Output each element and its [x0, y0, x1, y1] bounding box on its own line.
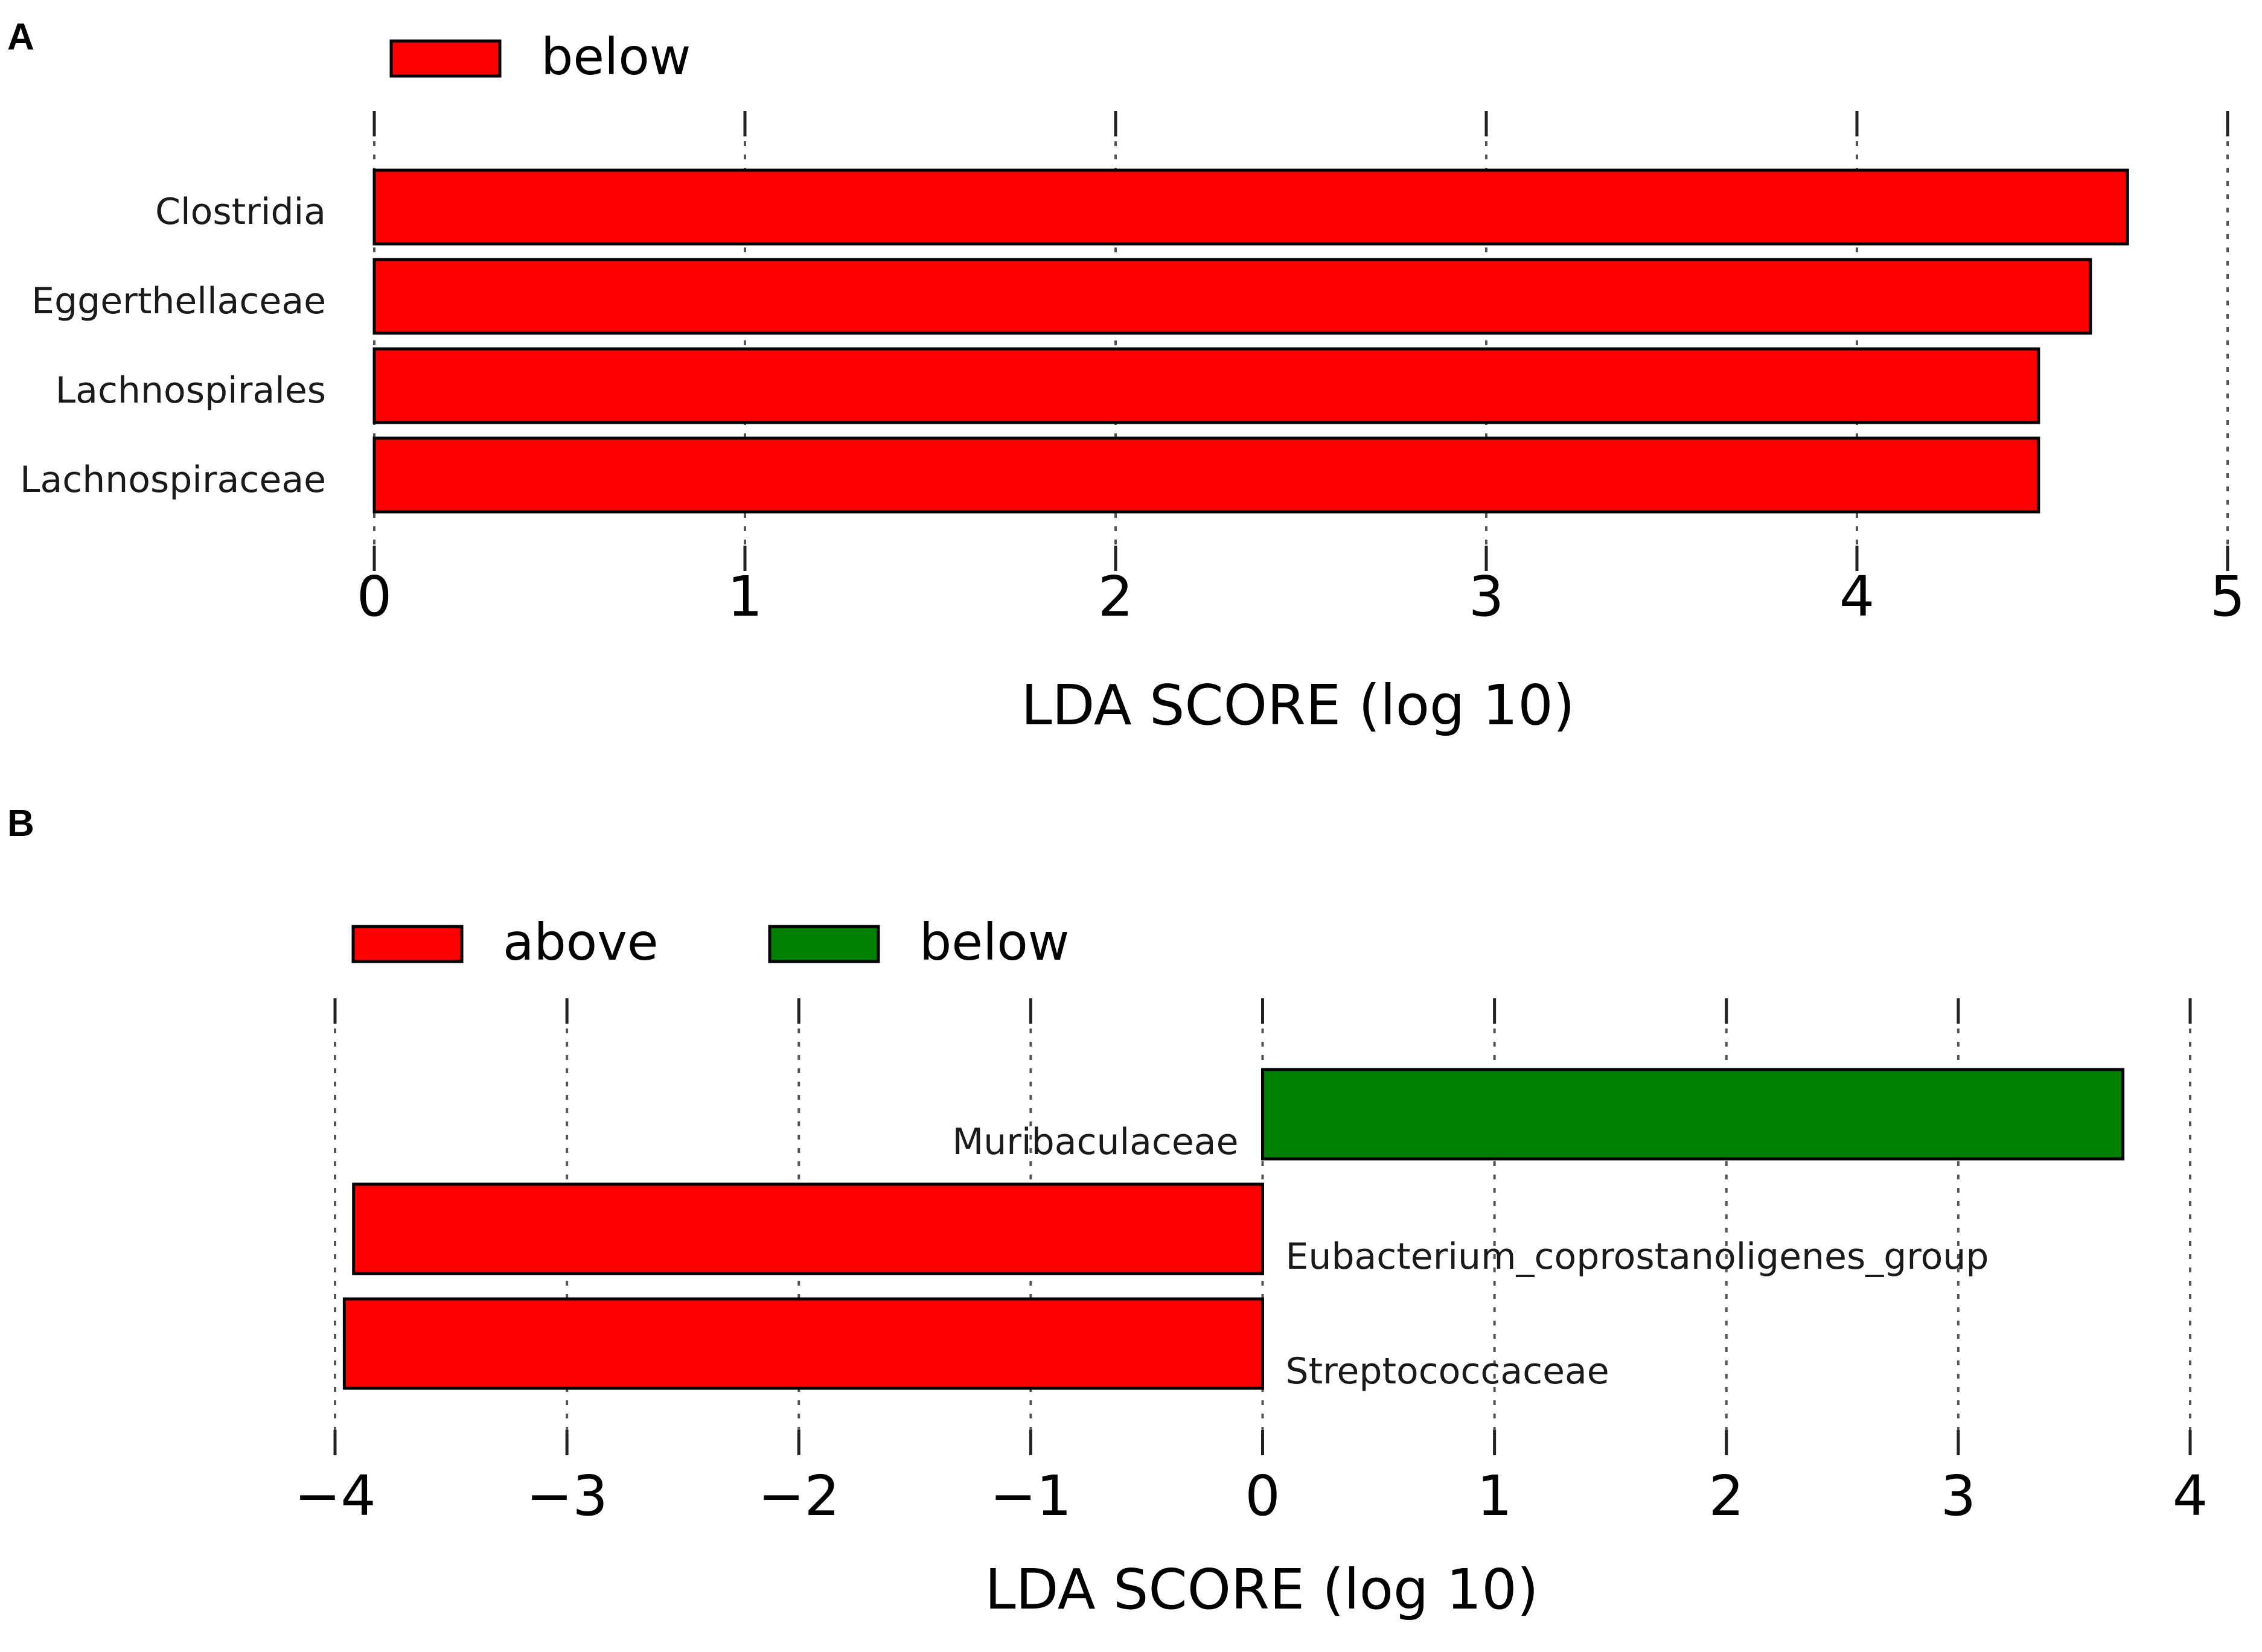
panel-b-tick-label: 1 [1477, 1464, 1512, 1528]
panel-a-category-label: Eggerthellaceae [31, 280, 326, 322]
panel-b-category-label: Streptococcaceae [1286, 1350, 1609, 1392]
panel-a-tick-label: 0 [357, 564, 392, 629]
panel-b-tick-label: −3 [526, 1464, 608, 1528]
panel-a-bar [372, 168, 2129, 246]
panel-b-category-label: Eubacterium_coprostanoligenes_group [1286, 1236, 1989, 1278]
panel-b-legend-label-below: below [919, 913, 1069, 972]
panel-a-bar [372, 436, 2040, 514]
panel-b-bar [342, 1297, 1264, 1390]
panel-a-bar [372, 258, 2092, 335]
panel-a-legend-swatch-below [389, 39, 502, 78]
panel-b-x-axis-label: LDA SCORE (log 10) [985, 1557, 1538, 1622]
panel-b-bar [1261, 1068, 2125, 1161]
panel-b-chart: B above below −4 −3 −2 −1 0 1 2 3 4 Muribaculaceae E… [7, 803, 2208, 1622]
panel-a-letter: A [7, 16, 34, 58]
panel-a-tick-label: 1 [727, 564, 763, 629]
panel-b-tick-label: −4 [294, 1464, 376, 1528]
panel-b-category-label: Muribaculaceae [952, 1121, 1238, 1163]
panel-a-tick-label: 3 [1469, 564, 1504, 629]
panel-a-bar [372, 347, 2040, 424]
panel-a-tick-label: 4 [1839, 564, 1875, 629]
panel-a-tick-label: 5 [2210, 564, 2246, 629]
panel-a-category-label: Clostridia [155, 191, 326, 233]
panel-a-category-label: Lachnospiraceae [20, 459, 326, 501]
panel-a-tick-label: 2 [1098, 564, 1134, 629]
panel-a-legend-label-below: below [541, 27, 691, 86]
panel-b-letter: B [7, 803, 34, 844]
panel-a-chart: A below 0 1 2 3 4 5 Clostridia Eggerthellaceae La… [7, 16, 2245, 738]
panel-a-category-label: Lachnospirales [56, 369, 326, 412]
panel-b-tick-label: 2 [1708, 1464, 1744, 1528]
panel-b-tick-label: −1 [990, 1464, 1072, 1528]
panel-b-legend-swatch-below [768, 925, 880, 963]
panel-a-x-axis-label: LDA SCORE (log 10) [1021, 673, 1574, 738]
panel-b-tick-label: −2 [758, 1464, 840, 1528]
panel-b-legend-label-above: above [503, 913, 659, 972]
panel-b-tick-label: 0 [1245, 1464, 1280, 1528]
panel-b-tick-label: 3 [1941, 1464, 1976, 1528]
panel-b-legend-swatch-above [351, 925, 464, 963]
panel-b-bar [352, 1182, 1264, 1275]
panel-b-tick-label: 4 [2173, 1464, 2208, 1528]
